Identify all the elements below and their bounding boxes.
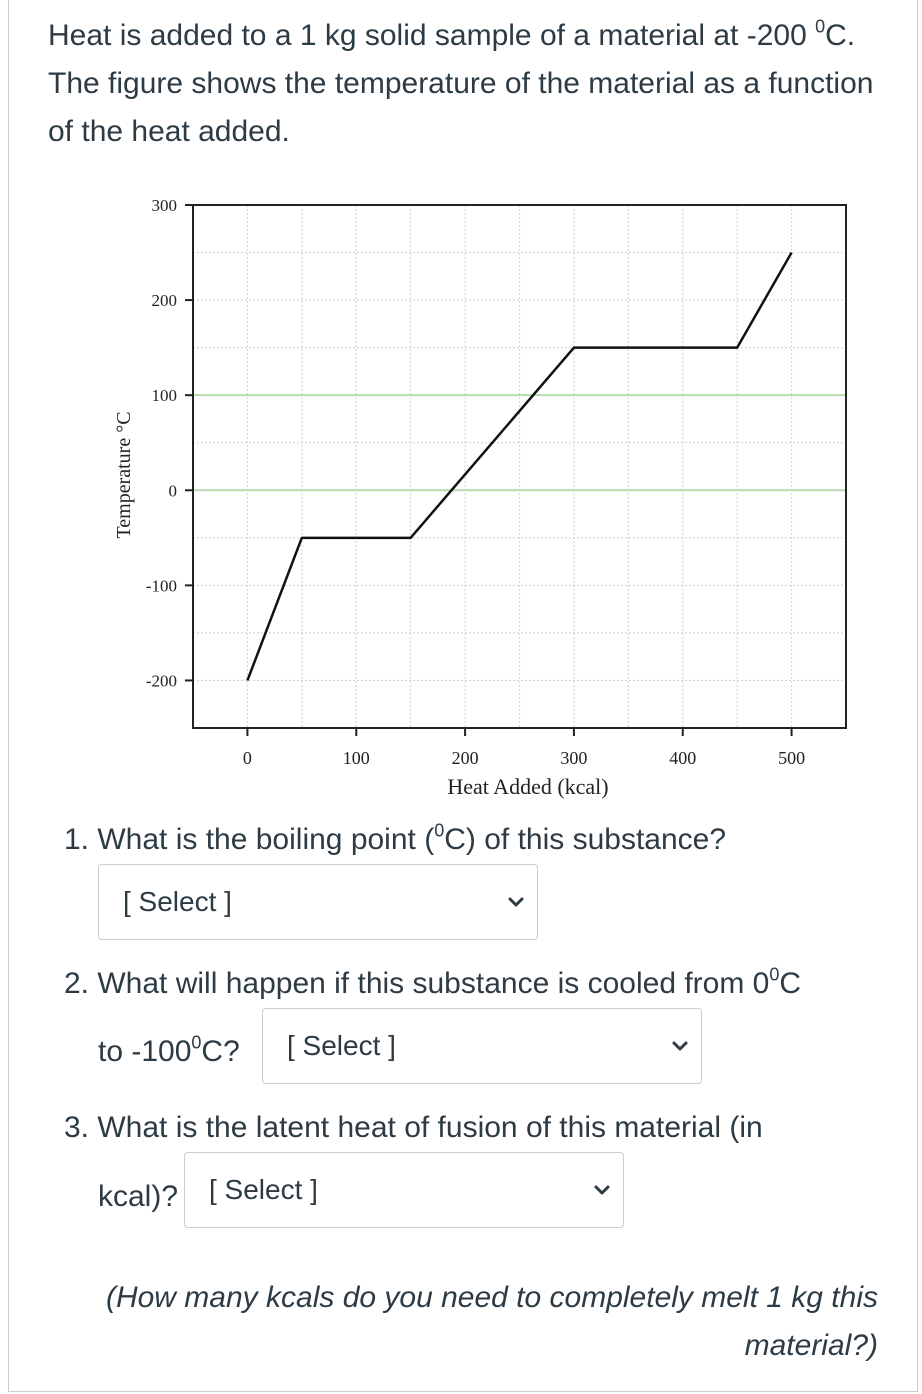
x-tick-label: 400 xyxy=(669,748,696,768)
degree-symbol: 0 xyxy=(815,16,826,37)
cooling-result-select[interactable]: [ Select ] xyxy=(262,1008,702,1084)
q2-line2-post: C? xyxy=(201,1035,240,1068)
degree-symbol: 0 xyxy=(434,820,445,841)
q2-line2-pre: to -100 xyxy=(98,1035,192,1068)
question-3-text-line2: kcal)? xyxy=(98,1180,179,1213)
series-line xyxy=(246,251,793,681)
q2-pre: 2. What will happen if this substance is… xyxy=(64,967,770,1000)
question-2-text-line2: to -1000C? xyxy=(98,1028,240,1076)
chart-svg: 0 100 200 300 400 500 300 200 100 0 -100 -200 Heat … xyxy=(113,196,847,799)
chevron-down-icon xyxy=(508,897,524,907)
x-tick-label: 200 xyxy=(452,748,479,768)
question-1-text: 1. What is the boiling point (0C) of thi… xyxy=(64,816,726,864)
q2-post: C xyxy=(779,967,802,1000)
question-3-text: 3. What is the latent heat of fusion of … xyxy=(64,1111,763,1144)
y-axis-label: Temperature °C xyxy=(113,411,135,538)
tick-layer: 0 100 200 300 400 500 300 200 100 0 -100 -200 xyxy=(146,196,805,768)
select-value: [ Select ] xyxy=(209,1174,318,1205)
select-value: [ Select ] xyxy=(287,1030,396,1061)
hint-text: (How many kcals do you need to completel… xyxy=(105,1281,878,1362)
chevron-down-icon xyxy=(672,1041,688,1051)
series-layer xyxy=(246,251,793,681)
y-tick-label: 200 xyxy=(152,291,178,310)
degree-symbol: 0 xyxy=(191,1032,202,1053)
y-tick-label: -200 xyxy=(146,671,177,690)
x-tick-label: 500 xyxy=(778,748,805,768)
x-axis-label: Heat Added (kcal) xyxy=(447,774,608,799)
degree-symbol: 0 xyxy=(769,964,780,985)
x-tick-label: 100 xyxy=(343,748,370,768)
y-tick-label: -100 xyxy=(146,576,177,595)
boiling-point-select[interactable]: [ Select ] xyxy=(98,864,538,940)
y-tick-label: 100 xyxy=(152,386,178,405)
y-tick-label: 0 xyxy=(169,481,178,500)
intro-text-2: C. The figure shows the temperature of t… xyxy=(48,19,874,148)
question-2-text: 2. What will happen if this substance is… xyxy=(64,960,801,1008)
question-intro: Heat is added to a 1 kg solid sample of … xyxy=(48,12,878,156)
content-frame xyxy=(8,0,918,1392)
grid-layer xyxy=(193,205,846,728)
x-tick-label: 300 xyxy=(560,748,587,768)
intro-text-1: Heat is added to a 1 kg solid sample of … xyxy=(48,19,816,52)
temperature-vs-heat-chart: 0 100 200 300 400 500 300 200 100 0 -100 -200 Heat … xyxy=(100,185,860,810)
x-tick-label: 0 xyxy=(243,748,252,768)
latent-heat-select[interactable]: [ Select ] xyxy=(184,1152,624,1228)
chevron-down-icon xyxy=(594,1185,610,1195)
y-tick-label: 300 xyxy=(152,196,178,215)
select-value: [ Select ] xyxy=(123,886,232,917)
q1-pre: 1. What is the boiling point ( xyxy=(64,823,435,856)
q1-post: C) of this substance? xyxy=(444,823,727,856)
plot-frame xyxy=(192,204,847,729)
